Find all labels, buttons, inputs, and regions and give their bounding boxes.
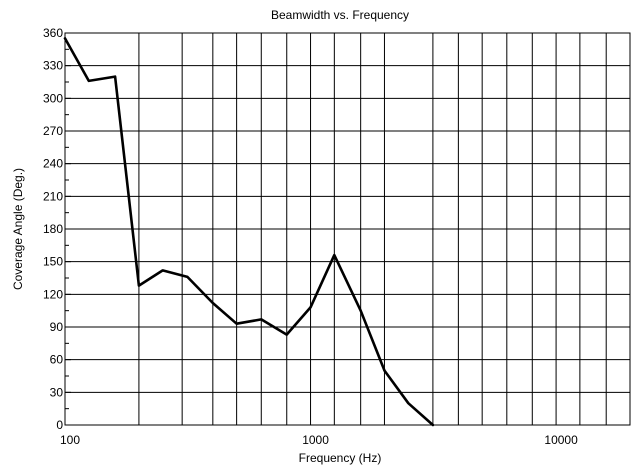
plot-frame (64, 32, 631, 426)
axis-ticks (65, 32, 71, 426)
grid (65, 33, 630, 425)
y-tick-label: 60 (50, 353, 64, 367)
y-tick-label: 0 (56, 418, 63, 432)
tick-labels: 0 30 60 90 120 150 180 210 240 270 300 330 360 100 100… (43, 26, 578, 447)
y-tick-label: 330 (43, 59, 63, 73)
y-tick-label: 210 (43, 189, 63, 203)
y-tick-label: 300 (43, 91, 63, 105)
y-tick-label: 90 (50, 320, 64, 334)
y-axis-label: Coverage Angle (Deg.) (11, 168, 25, 290)
x-tick-label: 1000 (302, 433, 329, 447)
x-axis-label: Frequency (Hz) (299, 451, 382, 465)
y-tick-label: 240 (43, 157, 63, 171)
y-tick-label: 30 (50, 385, 64, 399)
series-line (63, 37, 435, 427)
chart-title: Beamwidth vs. Frequency (271, 8, 409, 22)
x-tick-label: 100 (60, 433, 80, 447)
y-tick-label: 270 (43, 124, 63, 138)
y-tick-label: 360 (43, 26, 63, 40)
series-layer (63, 37, 435, 427)
x-tick-label: 10000 (544, 433, 578, 447)
y-tick-label: 120 (43, 287, 63, 301)
y-tick-label: 180 (43, 222, 63, 236)
y-tick-label: 150 (43, 255, 63, 269)
